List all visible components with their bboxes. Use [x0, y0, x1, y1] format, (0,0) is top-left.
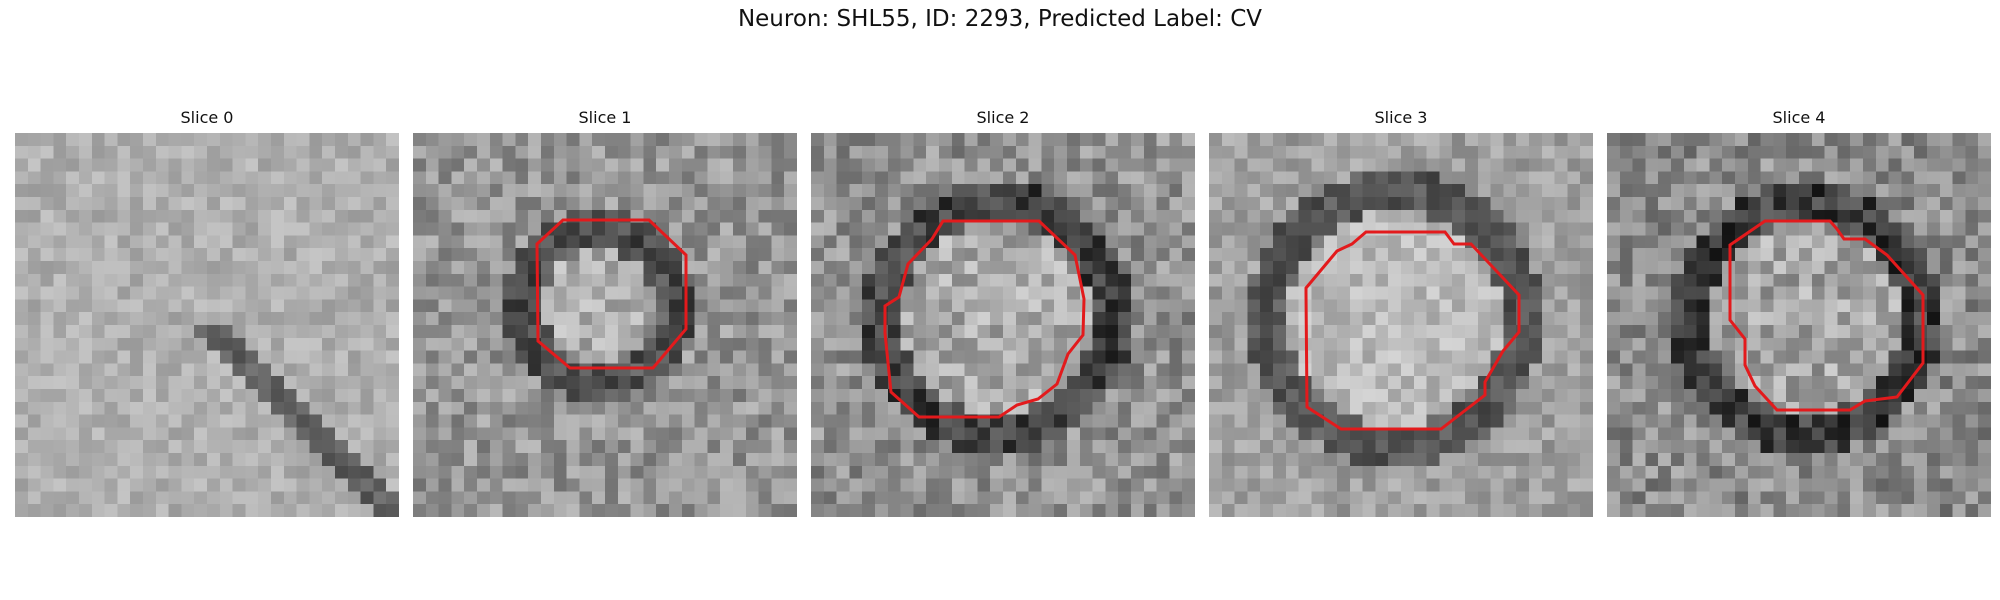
slice-image [811, 133, 1195, 517]
grayscale-slice-image [1607, 133, 1991, 517]
grayscale-slice-image [811, 133, 1195, 517]
slice-panel-3: Slice 3 [1209, 105, 1593, 517]
slice-panel-4: Slice 4 [1607, 105, 1991, 517]
grayscale-slice-image [1209, 133, 1593, 517]
figure-title: Neuron: SHL55, ID: 2293, Predicted Label… [737, 6, 1263, 32]
segmentation-contour [1304, 230, 1521, 431]
slice-panel-1: Slice 1 [413, 105, 797, 517]
slice-image [15, 133, 399, 517]
slice-image [1209, 133, 1593, 517]
segmentation-contour [883, 219, 1086, 419]
slice-image [413, 133, 797, 517]
slice-title: Slice 1 [578, 108, 632, 127]
slice-panel-0: Slice 0 [15, 105, 399, 517]
slice-panel-2: Slice 2 [811, 105, 1195, 517]
grayscale-slice-image [15, 133, 399, 517]
grayscale-slice-image [413, 133, 797, 517]
segmentation-contour [535, 218, 688, 370]
slice-title: Slice 3 [1374, 108, 1428, 127]
slice-title: Slice 2 [976, 108, 1030, 127]
slice-image [1607, 133, 1991, 517]
slice-title: Slice 0 [180, 108, 234, 127]
slice-title: Slice 4 [1772, 108, 1826, 127]
segmentation-contour [1728, 219, 1925, 412]
